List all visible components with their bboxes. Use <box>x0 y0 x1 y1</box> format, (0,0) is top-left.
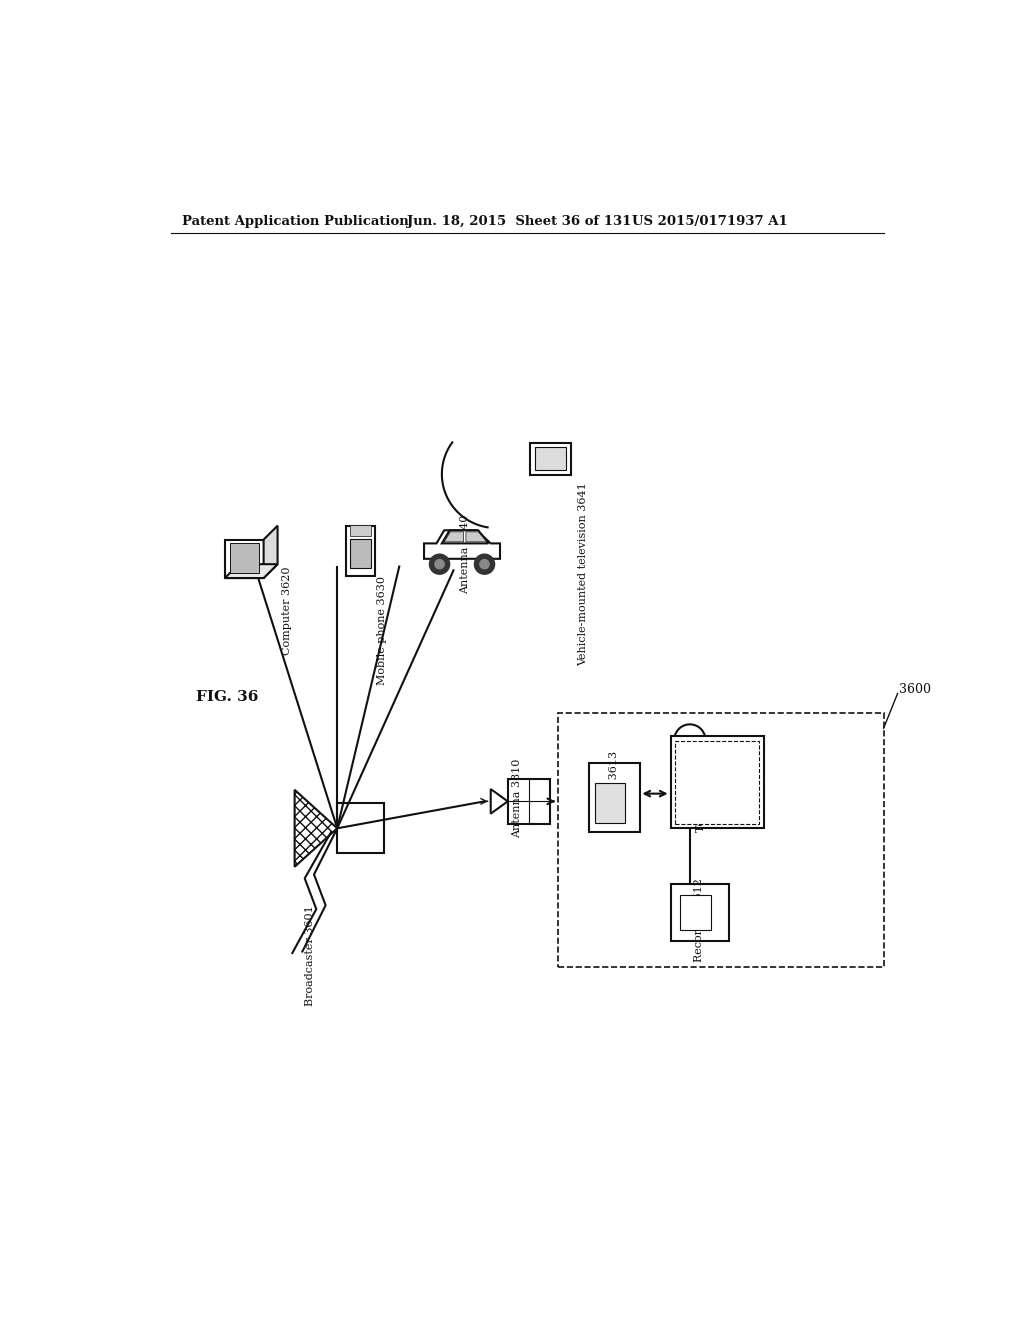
Text: STB 3613: STB 3613 <box>609 751 618 807</box>
Text: Mobile phone 3630: Mobile phone 3630 <box>377 576 387 685</box>
Text: Recorder 3612: Recorder 3612 <box>694 878 705 962</box>
Bar <box>337 803 384 853</box>
Bar <box>349 525 372 536</box>
Bar <box>671 884 729 941</box>
Circle shape <box>474 554 495 574</box>
Polygon shape <box>225 540 263 578</box>
Bar <box>595 783 625 822</box>
Bar <box>558 713 884 966</box>
Text: Television 3611: Television 3611 <box>696 743 707 832</box>
Text: Broadcaster 3601: Broadcaster 3601 <box>305 906 315 1006</box>
Bar <box>346 525 375 576</box>
Text: FIG. 36: FIG. 36 <box>197 690 259 705</box>
Circle shape <box>480 560 489 569</box>
Text: Jun. 18, 2015  Sheet 36 of 131: Jun. 18, 2015 Sheet 36 of 131 <box>407 215 632 228</box>
Circle shape <box>435 560 444 569</box>
Text: Vehicle-mounted television 3641: Vehicle-mounted television 3641 <box>578 482 588 665</box>
Bar <box>671 737 764 829</box>
Polygon shape <box>490 789 508 813</box>
Polygon shape <box>295 789 337 867</box>
Bar <box>675 741 759 824</box>
Bar <box>530 442 570 475</box>
Polygon shape <box>230 544 259 573</box>
Text: Computer 3620: Computer 3620 <box>282 566 292 655</box>
Bar <box>508 779 550 824</box>
Polygon shape <box>263 525 278 578</box>
Text: Antenna 3640: Antenna 3640 <box>460 515 470 594</box>
Text: Patent Application Publication: Patent Application Publication <box>182 215 409 228</box>
Polygon shape <box>444 532 464 543</box>
Text: US 2015/0171937 A1: US 2015/0171937 A1 <box>632 215 787 228</box>
Bar <box>589 763 640 832</box>
Bar <box>349 539 372 568</box>
Bar <box>680 895 711 929</box>
Polygon shape <box>225 564 278 578</box>
Polygon shape <box>424 531 500 558</box>
Text: Antenna 3810: Antenna 3810 <box>512 759 522 838</box>
Bar <box>535 447 566 470</box>
Polygon shape <box>466 532 486 543</box>
Circle shape <box>429 554 450 574</box>
Polygon shape <box>442 531 488 544</box>
Text: 3600: 3600 <box>899 684 931 696</box>
